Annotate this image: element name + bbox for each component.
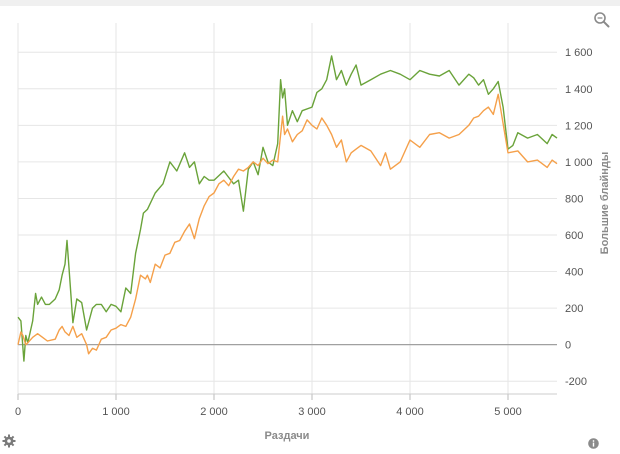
grid	[17, 23, 557, 394]
y-tick-label: 600	[565, 230, 583, 242]
y-tick-label: 400	[565, 267, 583, 279]
info-icon[interactable]	[588, 436, 599, 449]
x-tick-label: 1 000	[102, 406, 130, 418]
series-layer	[17, 55, 558, 362]
x-tick-label: 3 000	[298, 406, 326, 418]
y-tick-label: 1 000	[565, 157, 593, 169]
gear-icon[interactable]	[2, 434, 16, 448]
y-tick-label: -200	[565, 376, 587, 388]
y-tick-label: 800	[565, 193, 583, 205]
y-tick-label: 0	[565, 340, 571, 352]
tick-labels: -200 0 200 400 600 800 1 000 1 200 1 400 1 600 0 1 …	[15, 47, 593, 418]
series-line-1	[17, 55, 558, 362]
y-axis-title: Большие блайнды	[599, 152, 611, 255]
y-tick-label: 200	[565, 303, 583, 315]
top-strip	[0, 0, 620, 6]
y-tick-label: 1 600	[565, 47, 593, 59]
x-tick-label: 2 000	[200, 406, 228, 418]
zoom-icon[interactable]	[593, 11, 611, 29]
x-tick-label: 4 000	[396, 406, 424, 418]
series-line-2	[17, 93, 558, 355]
x-tick-label: 0	[15, 406, 21, 418]
y-tick-label: 1 400	[565, 84, 593, 96]
x-axis-title: Раздачи	[265, 430, 310, 442]
y-tick-label: 1 200	[565, 120, 593, 132]
axis-layer	[17, 393, 557, 400]
x-tick-label: 5 000	[494, 406, 522, 418]
